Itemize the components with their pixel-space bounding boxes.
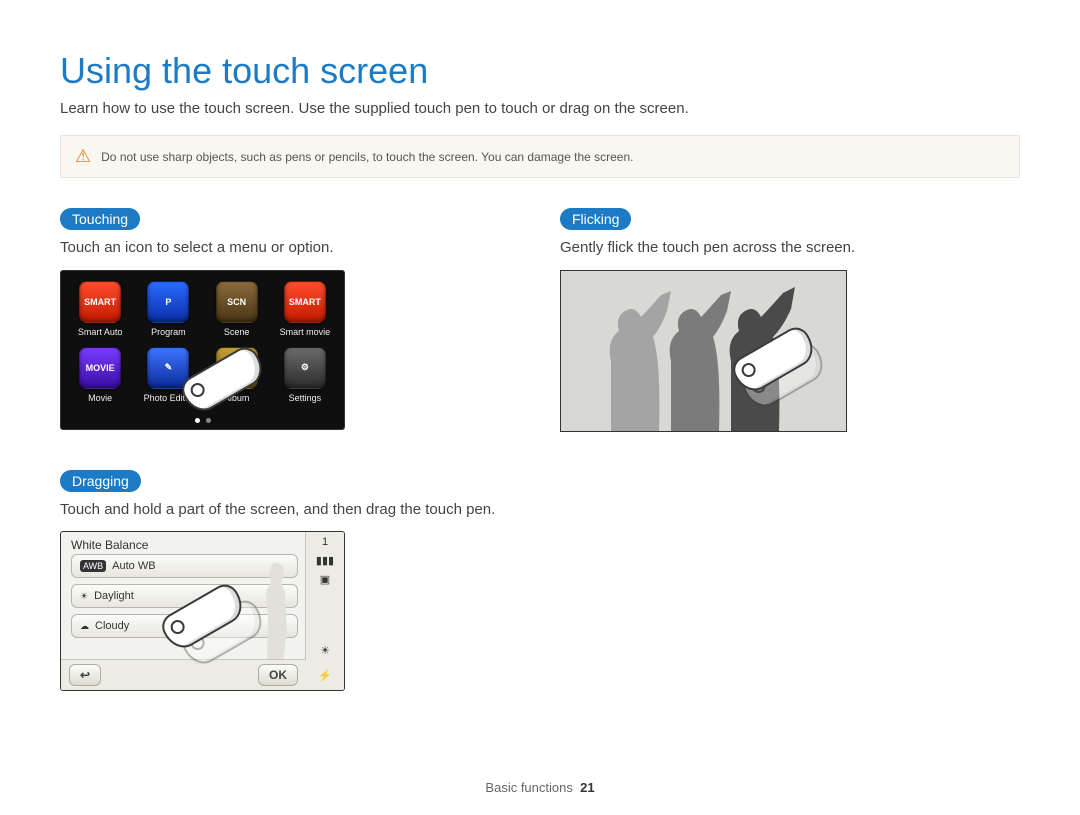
back-button[interactable]: ↩	[69, 664, 101, 686]
wb-item-icon: AWB	[80, 560, 106, 572]
side-icon: ▣	[320, 573, 330, 586]
battery-icon: ▮▮▮	[316, 554, 334, 567]
dragging-desc: Touch and hold a part of the screen, and…	[60, 500, 520, 520]
app-icon: SMART	[284, 281, 326, 323]
app-cell[interactable]: MOVIE Movie	[71, 347, 129, 403]
warning-icon: ⚠	[75, 146, 91, 167]
flicking-desc: Gently flick the touch pen across the sc…	[560, 238, 1020, 258]
ok-button[interactable]: OK	[258, 664, 298, 686]
app-label: Scene	[208, 327, 266, 337]
app-label: Smart movie	[276, 327, 334, 337]
touching-heading: Touching	[60, 208, 140, 230]
wb-item-label: Daylight	[94, 590, 134, 602]
wb-item[interactable]: AWB Auto WB	[71, 554, 298, 578]
wb-item-icon: ☀	[80, 591, 88, 602]
wb-side-count: 1	[322, 536, 328, 548]
wb-title: White Balance	[61, 532, 344, 554]
app-label: Settings	[276, 393, 334, 403]
app-label: Movie	[71, 393, 129, 403]
wb-item-icon: ☁	[80, 621, 89, 632]
brightness-icon: ☀	[320, 644, 330, 657]
wb-item-label: Auto WB	[112, 560, 155, 572]
wb-item-label: Cloudy	[95, 620, 129, 632]
footer-section: Basic functions	[485, 780, 572, 795]
page-dots	[195, 418, 211, 423]
app-icon: P	[147, 281, 189, 323]
app-cell[interactable]: SCN Scene	[208, 281, 266, 337]
page-title: Using the touch screen	[60, 50, 1020, 92]
warning-box: ⚠ Do not use sharp objects, such as pens…	[60, 135, 1020, 178]
page-subtitle: Learn how to use the touch screen. Use t…	[60, 100, 1020, 117]
app-icon: SMART	[79, 281, 121, 323]
wb-side: 1 ▮▮▮ ▣ ☀ ⚡	[305, 532, 344, 690]
footer-page-number: 21	[580, 780, 594, 795]
app-icon: MOVIE	[79, 347, 121, 389]
app-cell[interactable]: ⚙ Settings	[276, 347, 334, 403]
flicking-screen	[560, 270, 847, 432]
app-cell[interactable]: SMART Smart movie	[276, 281, 334, 337]
touching-desc: Touch an icon to select a menu or option…	[60, 238, 520, 258]
app-icon: SCN	[216, 281, 258, 323]
app-icon: ⚙	[284, 347, 326, 389]
app-cell[interactable]: SMART Smart Auto	[71, 281, 129, 337]
warning-text: Do not use sharp objects, such as pens o…	[101, 150, 633, 164]
page-footer: Basic functions 21	[0, 780, 1080, 795]
flash-icon: ⚡	[318, 669, 332, 682]
flicking-heading: Flicking	[560, 208, 631, 230]
app-label: Smart Auto	[71, 327, 129, 337]
app-label: Program	[139, 327, 197, 337]
app-cell[interactable]: P Program	[139, 281, 197, 337]
wb-bottom-bar: ↩ OK	[61, 659, 306, 690]
touching-screen: SMART Smart Auto P Program SCN Scene SMART Smar…	[60, 270, 345, 430]
dragging-heading: Dragging	[60, 470, 141, 492]
dragging-screen: White Balance AWB Auto WB ☀ Daylight ☁ Cloudy…	[60, 531, 345, 691]
